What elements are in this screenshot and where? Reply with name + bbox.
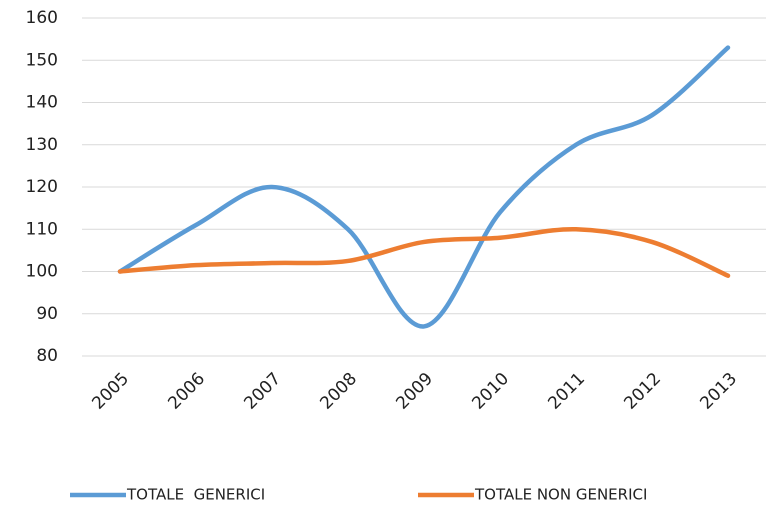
legend-label: TOTALE NON GENERICI	[474, 486, 647, 504]
x-tick-label: 2013	[696, 369, 741, 414]
y-tick-label: 120	[26, 177, 58, 197]
y-tick-label: 150	[26, 50, 58, 70]
series-line	[117, 45, 731, 329]
x-tick-label: 2009	[392, 369, 437, 414]
y-tick-label: 140	[26, 93, 58, 113]
x-tick-label: 2012	[620, 369, 665, 414]
y-tick-label: 80	[36, 346, 58, 366]
series-line	[117, 226, 731, 278]
x-tick-label: 2011	[544, 369, 589, 414]
x-tick-label: 2008	[316, 369, 361, 414]
legend-label: TOTALE GENERICI	[126, 486, 265, 504]
x-tick-label: 2006	[164, 369, 209, 414]
y-tick-label: 100	[26, 262, 58, 282]
y-tick-label: 130	[26, 135, 58, 155]
x-tick-label: 2010	[468, 369, 513, 414]
y-tick-label: 90	[36, 304, 58, 324]
y-tick-label: 160	[26, 8, 58, 28]
x-tick-label: 2007	[240, 369, 285, 414]
x-tick-label: 2005	[88, 369, 133, 414]
y-tick-label: 110	[26, 219, 58, 239]
